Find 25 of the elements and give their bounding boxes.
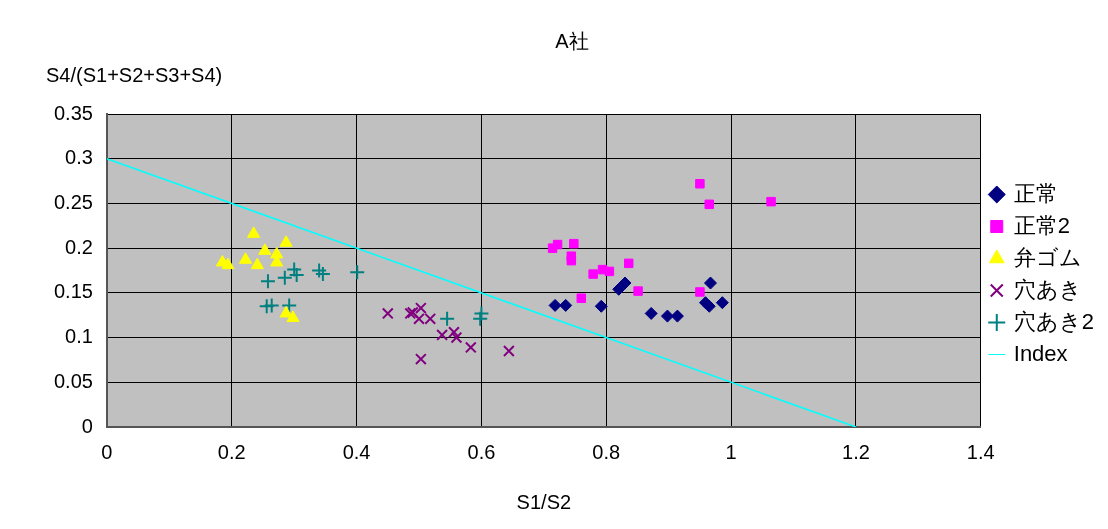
y-tick-label: 0.35 (53, 101, 93, 124)
x-tick-label: 0.4 (342, 440, 371, 463)
x-axis-title: S1/S2 (516, 490, 572, 513)
y-tick-label: 0.05 (53, 369, 93, 392)
x-tick-label: 1.2 (842, 440, 870, 463)
y-tick-label: 0.2 (65, 235, 93, 258)
chart-title: A社 (555, 29, 589, 52)
x-tick-label: 0.8 (592, 440, 621, 463)
y-tick-label: 0.15 (53, 280, 93, 303)
legend-label: 弁ゴム (1013, 244, 1082, 270)
legend-label: 正常2 (1013, 212, 1071, 238)
legend-label: 穴あき2 (1013, 308, 1095, 334)
y-tick-label: 0.25 (53, 190, 93, 213)
x-tick-label: 1.4 (966, 440, 995, 463)
x-tick-label: 1 (725, 440, 737, 463)
x-tick-label: 0.2 (217, 440, 246, 463)
x-tick-label: 0 (101, 440, 113, 463)
legend-label: 正常 (1013, 180, 1058, 206)
y-axis-title: S4/(S1+S2+S3+S4) (46, 63, 223, 86)
y-tick-label: 0.1 (65, 325, 93, 348)
y-tick-label: 0.3 (65, 146, 93, 169)
y-tick-label: 0 (81, 414, 93, 437)
x-tick-label: 0.6 (467, 440, 496, 463)
legend-label: Index (1013, 340, 1068, 366)
legend-label: 穴あき (1013, 276, 1082, 302)
